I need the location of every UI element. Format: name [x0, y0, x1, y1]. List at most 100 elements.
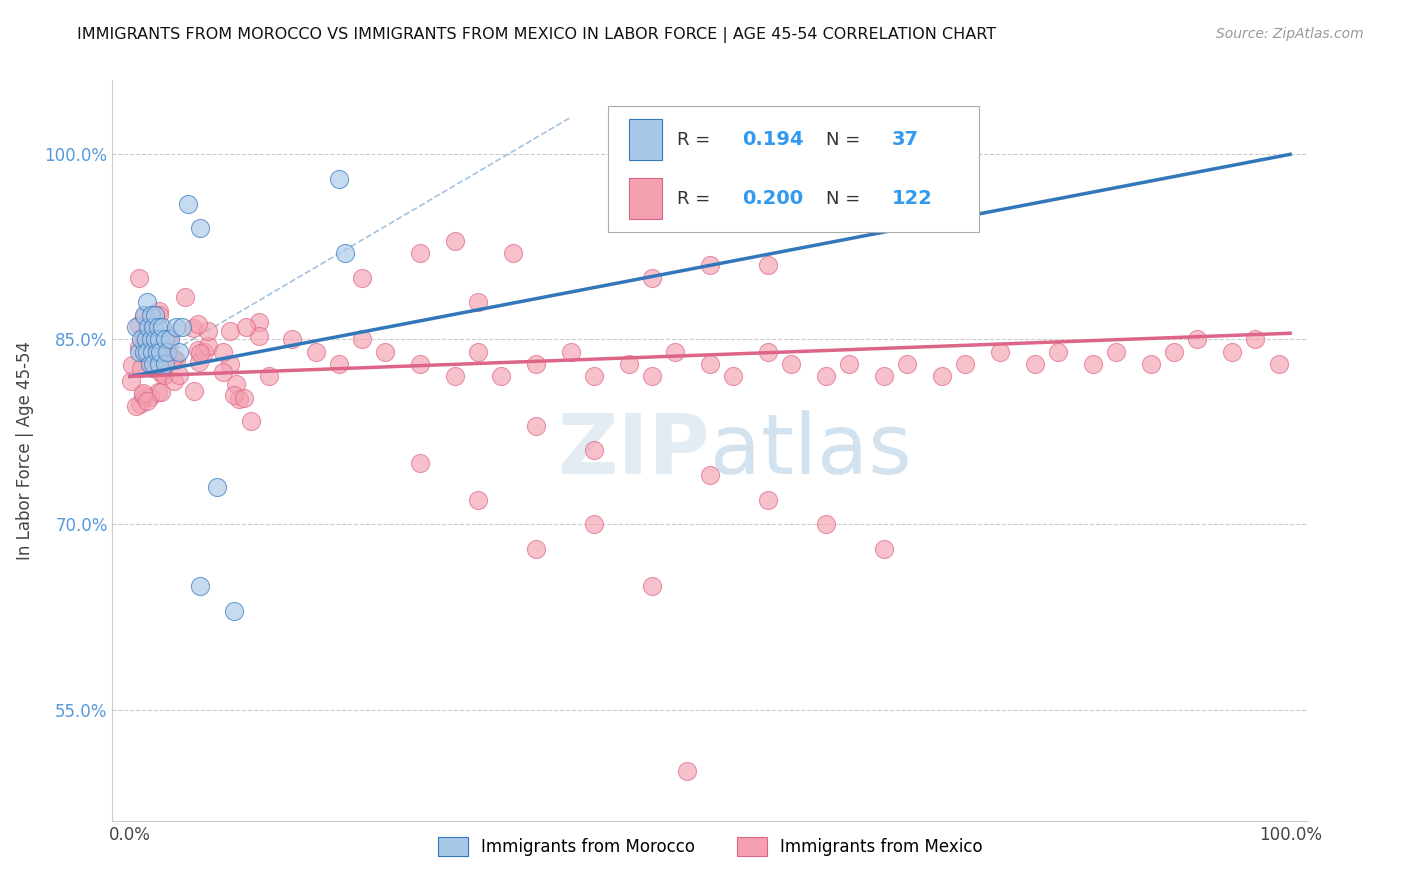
Point	[489, 369, 512, 384]
Point	[153, 368, 176, 382]
Point	[136, 344, 159, 359]
Point	[142, 343, 165, 358]
Point	[145, 344, 167, 359]
Point	[931, 369, 953, 384]
Point	[524, 542, 547, 557]
Point	[135, 333, 157, 347]
Text: atlas: atlas	[710, 410, 911, 491]
Point	[134, 310, 156, 324]
Point	[224, 388, 246, 402]
Point	[374, 344, 396, 359]
Point	[1105, 344, 1128, 359]
Point	[156, 344, 179, 359]
Point	[815, 517, 838, 532]
Point	[641, 579, 664, 593]
Point	[1220, 344, 1243, 359]
Point	[134, 329, 156, 343]
Point	[153, 368, 176, 383]
Point	[443, 234, 465, 248]
Point	[120, 374, 142, 388]
Point	[247, 315, 270, 329]
Point	[281, 333, 304, 347]
Point	[148, 350, 170, 364]
Point	[1267, 357, 1289, 371]
Point	[780, 357, 803, 371]
Point	[142, 320, 165, 334]
Point	[148, 303, 170, 318]
Point	[502, 246, 524, 260]
Point	[524, 418, 547, 433]
Point	[675, 764, 697, 779]
Point	[582, 517, 605, 532]
Point	[181, 321, 204, 335]
Point	[138, 357, 160, 371]
Point	[1244, 333, 1267, 347]
Point	[896, 357, 918, 371]
Point	[988, 344, 1011, 359]
Point	[1081, 357, 1104, 371]
Point	[664, 344, 686, 359]
Point	[699, 259, 721, 273]
Point	[146, 385, 169, 400]
Point	[641, 270, 664, 285]
Text: R =: R =	[676, 130, 716, 148]
Point	[131, 333, 153, 347]
Point	[333, 246, 356, 260]
Point	[138, 352, 160, 367]
Y-axis label: In Labor Force | Age 45-54: In Labor Force | Age 45-54	[15, 341, 34, 560]
Point	[150, 320, 173, 334]
Point	[150, 366, 173, 380]
Point	[756, 259, 779, 273]
Point	[139, 308, 162, 322]
Point	[141, 360, 163, 375]
Point	[183, 384, 205, 398]
Point	[150, 384, 173, 399]
Point	[136, 394, 159, 409]
Text: 0.194: 0.194	[742, 130, 804, 149]
Bar	[628, 178, 662, 219]
Point	[815, 369, 838, 384]
Point	[247, 329, 270, 343]
Point	[132, 308, 155, 322]
Point	[156, 327, 179, 342]
Point	[1024, 357, 1046, 371]
Point	[146, 320, 169, 334]
Point	[756, 492, 779, 507]
Text: IMMIGRANTS FROM MOROCCO VS IMMIGRANTS FROM MEXICO IN LABOR FORCE | AGE 45-54 COR: IMMIGRANTS FROM MOROCCO VS IMMIGRANTS FR…	[77, 27, 997, 43]
Point	[467, 492, 489, 507]
Point	[257, 369, 280, 384]
Point	[148, 308, 170, 322]
Point	[132, 338, 155, 352]
Point	[167, 344, 190, 359]
Point	[723, 369, 745, 384]
Point	[467, 344, 489, 359]
Point	[153, 333, 176, 347]
Point	[149, 344, 172, 359]
Point	[141, 344, 163, 359]
Point	[197, 324, 219, 338]
Point	[128, 318, 150, 332]
Bar	[628, 120, 662, 160]
Point	[409, 357, 432, 371]
FancyBboxPatch shape	[609, 106, 979, 232]
Point	[443, 369, 465, 384]
Point	[1047, 344, 1070, 359]
Point	[159, 333, 181, 347]
Point	[212, 365, 235, 379]
Point	[235, 320, 257, 334]
Point	[138, 320, 160, 334]
Point	[165, 353, 187, 368]
Point	[163, 353, 186, 368]
Point	[145, 308, 167, 322]
Point	[187, 317, 209, 331]
Point	[132, 391, 155, 405]
Point	[582, 443, 605, 458]
Point	[129, 361, 152, 376]
Point	[148, 357, 170, 371]
Point	[145, 333, 167, 347]
Point	[205, 481, 228, 495]
Point	[188, 221, 211, 235]
Point	[873, 542, 896, 557]
Point	[1187, 333, 1209, 347]
Point	[699, 357, 721, 371]
